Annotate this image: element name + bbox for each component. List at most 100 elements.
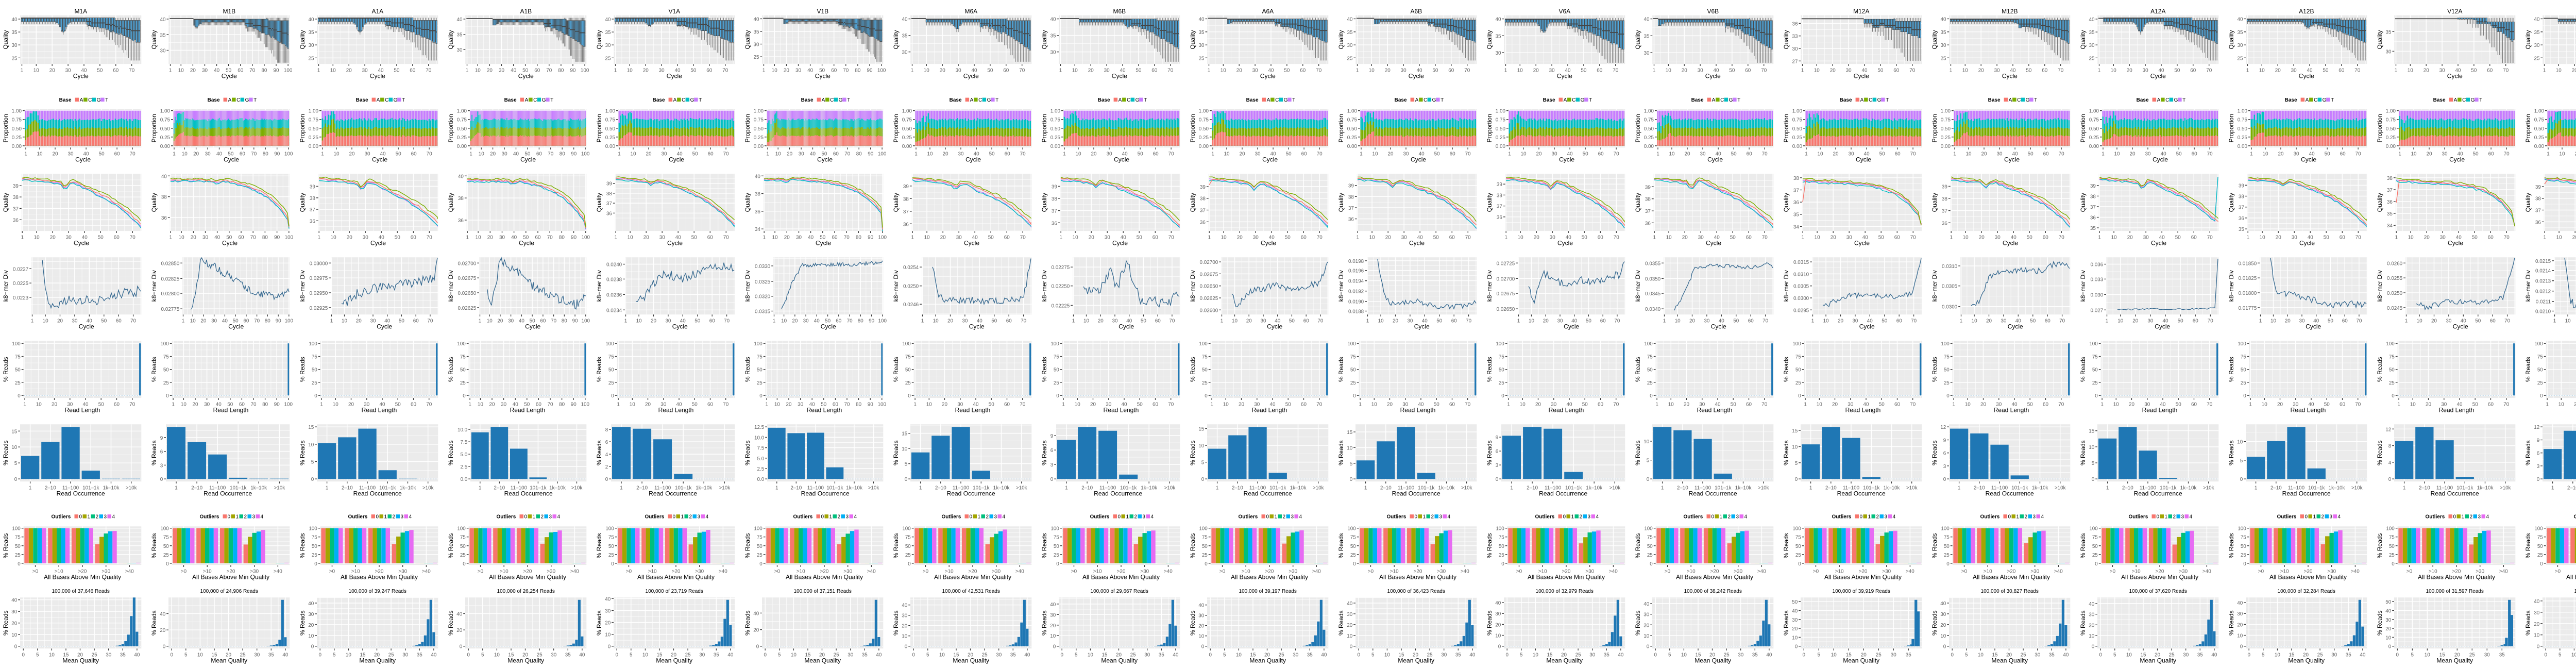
svg-text:0: 0 [2453,514,2456,520]
svg-text:30: 30 [1848,402,1853,407]
svg-text:Base: Base [2137,97,2149,103]
svg-text:10: 10 [1681,652,1687,658]
svg-text:70: 70 [2355,151,2361,157]
svg-text:40: 40 [214,68,219,73]
svg-text:5: 5 [14,461,18,466]
svg-text:0: 0 [1353,393,1356,399]
svg-text:90: 90 [869,318,874,324]
svg-text:70: 70 [2059,151,2064,157]
svg-text:40: 40 [1862,68,1868,73]
svg-text:11–100: 11–100 [1545,485,1562,491]
svg-text:% Reads: % Reads [1189,533,1196,558]
svg-text:60: 60 [1746,235,1752,240]
svg-text:70: 70 [1317,318,1323,324]
svg-text:37: 37 [1645,209,1651,214]
svg-text:101–1k: 101–1k [1863,485,1879,491]
svg-text:30: 30 [1997,151,2003,157]
svg-text:0: 0 [2157,514,2160,520]
svg-text:40: 40 [1270,402,1276,407]
svg-text:Read Length: Read Length [1697,407,1733,414]
svg-text:40: 40 [513,151,519,157]
svg-text:40: 40 [87,318,92,324]
svg-text:>10: >10 [2280,569,2289,574]
svg-text:40: 40 [2313,318,2319,324]
svg-text:>0: >0 [32,569,39,574]
svg-text:60: 60 [1450,151,1455,157]
svg-text:>10: >10 [1984,569,1992,574]
svg-text:2: 2 [2470,514,2473,520]
svg-text:50: 50 [98,402,104,407]
svg-text:Read Length: Read Length [510,407,546,414]
svg-text:20: 20 [1940,623,1946,628]
svg-text:0.0345: 0.0345 [1645,291,1661,297]
svg-text:101–1k: 101–1k [675,485,691,491]
svg-text:90: 90 [274,68,279,73]
svg-text:40: 40 [2160,402,2166,407]
svg-text:30: 30 [254,652,260,658]
svg-text:35: 35 [1752,652,1758,658]
svg-text:25: 25 [605,56,611,61]
svg-text:70: 70 [129,68,134,73]
svg-text:30: 30 [2145,151,2151,157]
svg-text:0: 0 [1118,514,1121,520]
svg-text:C: C [2314,97,2317,103]
svg-text:60: 60 [1598,402,1603,407]
svg-text:40: 40 [1321,652,1327,658]
svg-text:20: 20 [1832,402,1838,407]
svg-text:30: 30 [996,652,1002,658]
svg-text:30: 30 [12,43,18,48]
svg-text:3: 3 [1736,514,1739,520]
svg-text:20: 20 [643,68,649,73]
svg-text:15: 15 [2089,429,2094,435]
svg-text:G: G [2471,97,2475,103]
svg-text:0: 0 [821,514,824,520]
svg-text:30: 30 [309,43,314,48]
svg-text:% Reads: % Reads [892,533,900,558]
svg-text:50: 50 [1202,368,1208,373]
svg-text:50: 50 [820,235,825,240]
svg-text:1: 1 [2246,68,2249,73]
svg-text:1: 1 [469,151,472,157]
svg-text:70: 70 [2355,402,2361,407]
svg-text:k8−mer Div: k8−mer Div [1634,270,1641,302]
svg-text:30: 30 [1698,235,1704,240]
svg-text:>0: >0 [1813,569,1819,574]
svg-text:% Reads: % Reads [447,357,454,382]
svg-text:60: 60 [2190,68,2196,73]
svg-text:1: 1 [169,68,172,73]
svg-text:A1B: A1B [520,8,532,15]
svg-text:60: 60 [1300,68,1306,73]
svg-text:30: 30 [2386,49,2392,55]
svg-text:10: 10 [476,235,481,240]
svg-text:36: 36 [1645,221,1651,226]
svg-text:0.25: 0.25 [1496,135,1506,141]
svg-text:30: 30 [1994,68,2000,73]
svg-text:30: 30 [66,235,72,240]
svg-text:70: 70 [1761,402,1767,407]
svg-text:35: 35 [120,652,126,658]
svg-text:Proportion: Proportion [596,114,603,142]
svg-text:35: 35 [2534,30,2540,36]
svg-text:30: 30 [1496,51,1501,56]
svg-text:70: 70 [1316,68,1321,73]
svg-text:0.00: 0.00 [2238,144,2248,149]
svg-text:25: 25 [1647,380,1653,386]
svg-text:G: G [1581,97,1585,103]
svg-text:70: 70 [722,68,728,73]
svg-text:% Reads: % Reads [299,357,306,382]
svg-text:40: 40 [1126,318,1132,324]
svg-text:34: 34 [755,227,760,232]
svg-text:G: G [1432,97,1436,103]
svg-text:60: 60 [239,235,244,240]
svg-text:Quality: Quality [1337,193,1345,212]
svg-text:0.0210: 0.0210 [2535,309,2551,315]
svg-text:40: 40 [161,174,167,179]
svg-text:1: 1 [2543,68,2546,73]
svg-text:30: 30 [363,235,368,240]
svg-text:50: 50 [1944,368,1950,373]
svg-text:70: 70 [1168,402,1174,407]
svg-text:20: 20 [902,624,907,629]
svg-text:% Reads: % Reads [744,610,751,636]
svg-text:Proportion: Proportion [892,114,900,142]
svg-text:38: 38 [458,196,464,202]
